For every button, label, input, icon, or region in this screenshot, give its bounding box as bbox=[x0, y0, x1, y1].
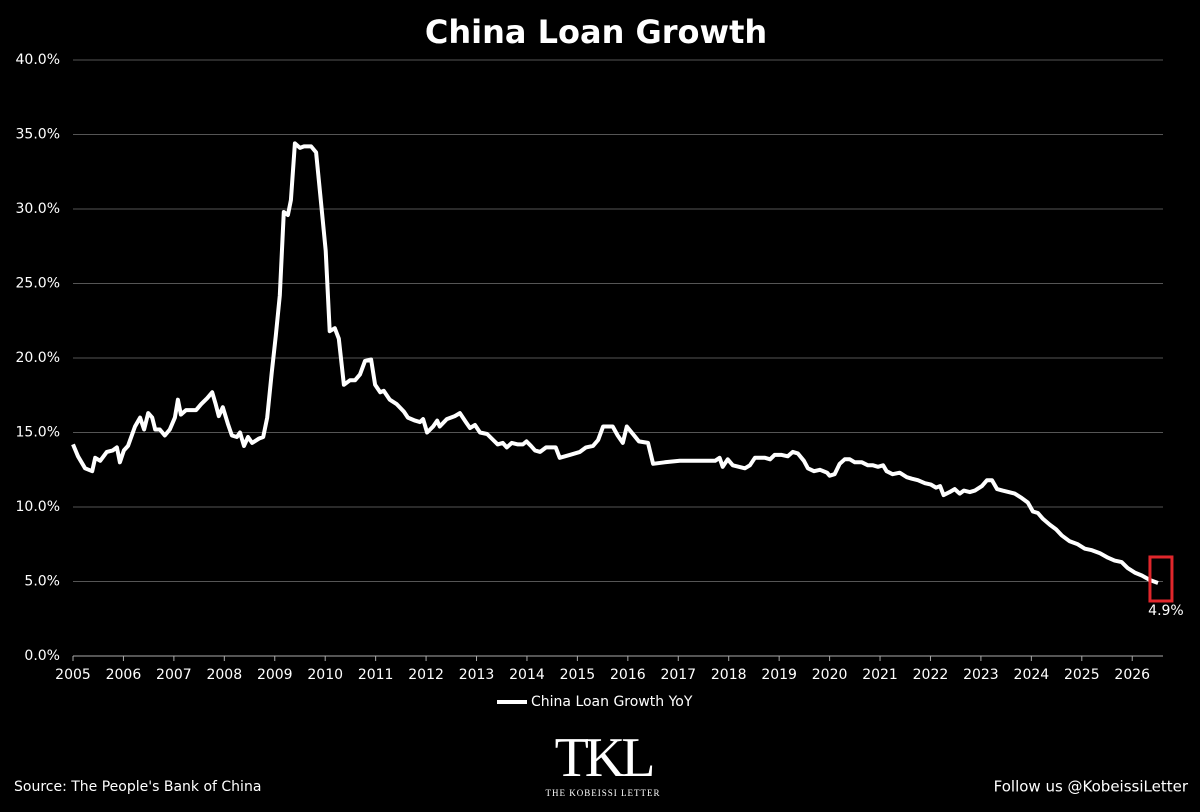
y-tick-label: 10.0% bbox=[16, 499, 60, 515]
highlight-box bbox=[1148, 555, 1174, 603]
y-tick-label: 5.0% bbox=[24, 574, 60, 590]
x-tick-label: 2021 bbox=[862, 667, 898, 683]
x-tick-label: 2013 bbox=[459, 667, 495, 683]
x-tick-label: 2019 bbox=[761, 667, 797, 683]
legend-label: China Loan Growth YoY bbox=[531, 694, 693, 710]
logo-subtitle: THE KOBEISSI LETTER bbox=[546, 788, 661, 798]
y-tick-label: 35.0% bbox=[16, 127, 60, 143]
x-tick-label: 2020 bbox=[812, 667, 848, 683]
value-label: 4.9% bbox=[1148, 603, 1184, 619]
x-tick-label: 2022 bbox=[913, 667, 949, 683]
x-tick-label: 2005 bbox=[55, 667, 91, 683]
source-note: Source: The People's Bank of China bbox=[14, 779, 261, 795]
y-tick-label: 25.0% bbox=[16, 276, 60, 292]
x-tick-label: 2026 bbox=[1114, 667, 1150, 683]
x-tick-label: 2006 bbox=[106, 667, 142, 683]
x-tick-label: 2023 bbox=[963, 667, 999, 683]
y-tick-label: 0.0% bbox=[24, 648, 60, 664]
y-tick-label: 40.0% bbox=[16, 52, 60, 68]
x-tick-label: 2016 bbox=[610, 667, 646, 683]
y-tick-label: 20.0% bbox=[16, 350, 60, 366]
x-tick-label: 2024 bbox=[1014, 667, 1050, 683]
x-tick-label: 2011 bbox=[358, 667, 394, 683]
x-tick-label: 2010 bbox=[307, 667, 343, 683]
y-tick-label: 30.0% bbox=[16, 201, 60, 217]
x-tick-label: 2012 bbox=[408, 667, 444, 683]
x-tick-label: 2007 bbox=[156, 667, 192, 683]
y-tick-label: 15.0% bbox=[16, 425, 60, 441]
logo: TKL bbox=[555, 727, 653, 789]
chart-title: China Loan Growth bbox=[425, 13, 767, 51]
follow-note: Follow us @KobeissiLetter bbox=[994, 778, 1189, 796]
x-tick-label: 2009 bbox=[257, 667, 293, 683]
x-tick-label: 2018 bbox=[711, 667, 747, 683]
x-tick-label: 2008 bbox=[206, 667, 242, 683]
series-line bbox=[71, 141, 1159, 585]
x-tick-label: 2014 bbox=[509, 667, 545, 683]
x-tick-label: 2017 bbox=[660, 667, 696, 683]
x-tick-label: 2025 bbox=[1064, 667, 1100, 683]
x-tick-label: 2015 bbox=[560, 667, 596, 683]
